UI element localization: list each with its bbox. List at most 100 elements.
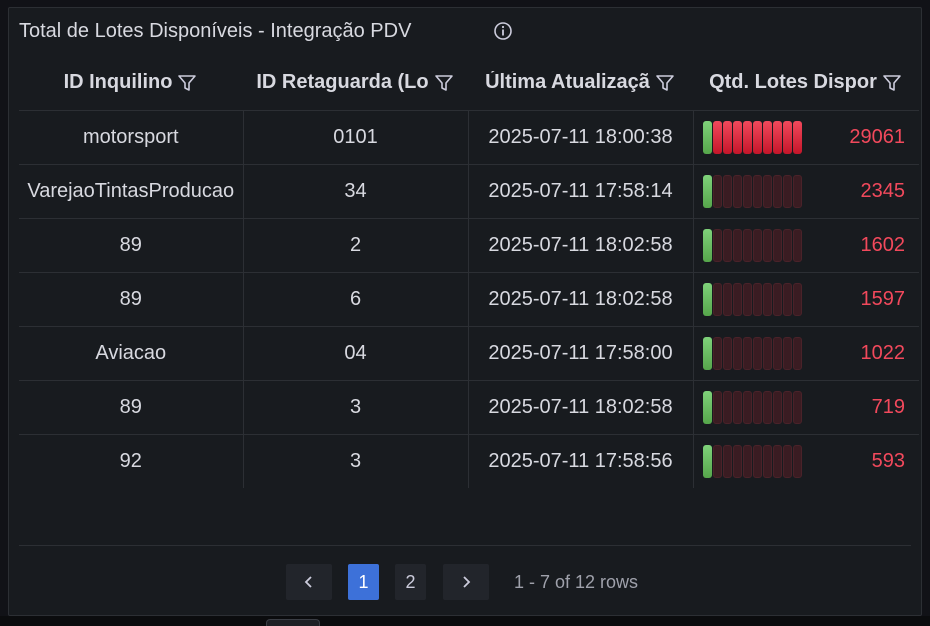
- gauge-segment: [722, 391, 732, 424]
- gauge-segment: [782, 283, 792, 316]
- gauge-segment: [732, 121, 742, 154]
- lots-bar-gauge: [702, 283, 802, 316]
- cell-qtd-lotes: 1597: [693, 272, 919, 327]
- gauge-segment: [782, 229, 792, 262]
- cell-qtd-lotes: 1602: [693, 218, 919, 273]
- gauge-segment: [732, 391, 742, 424]
- cell-id-retaguarda: 3: [243, 380, 469, 435]
- gauge-segment: [762, 229, 772, 262]
- filter-icon[interactable]: [654, 72, 676, 94]
- cell-qtd-lotes: 29061: [693, 110, 919, 165]
- cell-id-inquilino: 92: [19, 434, 244, 488]
- lots-bar-gauge: [702, 175, 802, 208]
- gauge-segment: [712, 445, 722, 478]
- gauge-segment: [792, 283, 802, 316]
- gauge-segment: [722, 283, 732, 316]
- cell-ultima-atualizacao: 2025-07-11 18:02:58: [468, 272, 694, 327]
- table-body: motorsport 0101 2025-07-11 18:00:38 29061 Va…: [19, 110, 919, 489]
- table-header-row: ID Inquilino ID Retaguarda (Lo Última At…: [19, 55, 919, 111]
- table-row: 89 2 2025-07-11 18:02:58 1602: [19, 218, 919, 273]
- gauge-segment: [702, 175, 712, 208]
- gauge-segment: [722, 337, 732, 370]
- gauge-segment: [792, 229, 802, 262]
- cell-id-retaguarda: 6: [243, 272, 469, 327]
- gauge-segment: [762, 337, 772, 370]
- resize-handle[interactable]: [266, 619, 320, 626]
- gauge-segment: [732, 175, 742, 208]
- gauge-segment: [712, 121, 722, 154]
- table-row: 92 3 2025-07-11 17:58:56 593: [19, 434, 919, 489]
- gauge-segment: [742, 121, 752, 154]
- gauge-segment: [752, 229, 762, 262]
- cell-qtd-lotes: 719: [693, 380, 919, 435]
- gauge-segment: [712, 391, 722, 424]
- page-button-2[interactable]: 2: [395, 564, 426, 600]
- chevron-left-icon: [304, 576, 312, 588]
- panel: Total de Lotes Disponíveis - Integração …: [8, 7, 922, 616]
- gauge-segment: [732, 337, 742, 370]
- lots-value: 2345: [860, 180, 906, 202]
- cell-ultima-atualizacao: 2025-07-11 18:02:58: [468, 380, 694, 435]
- gauge-segment: [772, 283, 782, 316]
- column-header-id-inquilino[interactable]: ID Inquilino: [19, 55, 243, 111]
- cell-id-inquilino: motorsport: [19, 110, 244, 165]
- filter-icon[interactable]: [881, 72, 903, 94]
- gauge-segment: [752, 175, 762, 208]
- gauge-segment: [722, 175, 732, 208]
- column-header-id-retaguarda[interactable]: ID Retaguarda (Lo: [243, 55, 468, 111]
- gauge-segment: [782, 121, 792, 154]
- column-header-ultima-atualizacao[interactable]: Última Atualizaçã: [468, 55, 693, 111]
- gauge-segment: [712, 283, 722, 316]
- cell-id-retaguarda: 2: [243, 218, 469, 273]
- lots-value: 593: [871, 450, 905, 472]
- gauge-segment: [792, 391, 802, 424]
- cell-ultima-atualizacao: 2025-07-11 17:58:14: [468, 164, 694, 219]
- lots-value: 29061: [849, 126, 905, 148]
- lots-value: 1602: [860, 234, 906, 256]
- bottom-edge: [0, 616, 930, 626]
- gauge-segment: [732, 283, 742, 316]
- gauge-segment: [712, 229, 722, 262]
- chevron-right-icon: [463, 576, 471, 588]
- gauge-segment: [782, 391, 792, 424]
- column-header-label: ID Inquilino: [63, 71, 173, 93]
- gauge-segment: [772, 229, 782, 262]
- gauge-segment: [722, 229, 732, 262]
- info-circle-icon[interactable]: [493, 21, 513, 41]
- gauge-segment: [712, 175, 722, 208]
- gauge-segment: [702, 229, 712, 262]
- gauge-segment: [762, 391, 772, 424]
- previous-page-button[interactable]: [286, 564, 332, 600]
- gauge-segment: [782, 337, 792, 370]
- gauge-segment: [722, 121, 732, 154]
- next-page-button[interactable]: [443, 564, 489, 600]
- gauge-segment: [762, 283, 772, 316]
- filter-icon[interactable]: [176, 72, 198, 94]
- lots-bar-gauge: [702, 121, 802, 154]
- cell-qtd-lotes: 593: [693, 435, 919, 489]
- gauge-segment: [772, 391, 782, 424]
- column-header-qtd-lotes[interactable]: Qtd. Lotes Dispor: [693, 55, 919, 111]
- gauge-segment: [782, 445, 792, 478]
- gauge-segment: [732, 445, 742, 478]
- filter-icon[interactable]: [433, 72, 455, 94]
- gauge-segment: [702, 391, 712, 424]
- table-row: VarejaoTintasProducao 34 2025-07-11 17:58:…: [19, 164, 919, 219]
- gauge-segment: [792, 337, 802, 370]
- lots-value: 719: [871, 396, 905, 418]
- cell-id-inquilino: 89: [19, 272, 244, 327]
- cell-id-retaguarda: 3: [243, 434, 469, 488]
- gauge-segment: [702, 121, 712, 154]
- gauge-segment: [752, 445, 762, 478]
- gauge-segment: [742, 445, 752, 478]
- gauge-segment: [712, 337, 722, 370]
- lots-bar-gauge: [702, 445, 802, 478]
- gauge-segment: [702, 445, 712, 478]
- pagination: 1 2 1 - 7 of 12 rows: [9, 564, 921, 600]
- cell-ultima-atualizacao: 2025-07-11 18:00:38: [468, 110, 694, 165]
- page-button-1[interactable]: 1: [348, 564, 379, 600]
- gauge-segment: [702, 337, 712, 370]
- gauge-segment: [722, 445, 732, 478]
- gauge-segment: [772, 121, 782, 154]
- data-table: ID Inquilino ID Retaguarda (Lo Última At…: [19, 55, 921, 545]
